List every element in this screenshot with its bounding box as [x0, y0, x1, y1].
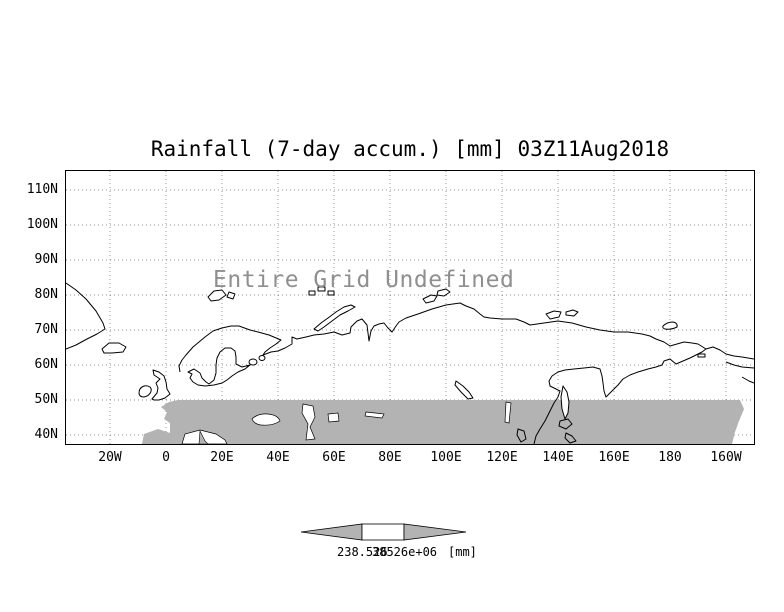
islands-new-siberian	[545, 309, 579, 320]
coastline-britain	[151, 369, 171, 401]
lake-balkhash	[364, 411, 385, 419]
aral-sea	[327, 412, 340, 423]
lon-tick-label: 160W	[710, 450, 742, 465]
lon-tick-label: 120E	[486, 450, 518, 465]
plot-title: Rainfall (7-day accum.) [mm] 03Z11Aug201…	[150, 137, 670, 161]
grid-lines	[66, 171, 754, 444]
island-wrangel	[662, 321, 678, 330]
colorbar-label-right: 38526e+06	[372, 545, 438, 559]
coastline-eurasia-north	[178, 302, 707, 444]
amur-inlet	[504, 401, 512, 424]
plot-frame	[65, 170, 755, 445]
islands-severnaya-zemlya	[422, 288, 451, 304]
lon-tick-label: 0	[162, 450, 170, 465]
lon-tick-label: 20E	[210, 450, 234, 465]
coastline-scandinavia-baltic	[187, 347, 251, 387]
lat-tick-label: 40N	[34, 427, 58, 442]
coastlines	[66, 282, 754, 444]
colorbar-label-left: 238.526	[337, 545, 388, 559]
lat-tick-label: 90N	[34, 252, 58, 267]
island-novaya-zemlya	[313, 304, 356, 332]
coastline-korea	[516, 428, 527, 443]
shaded-band	[142, 400, 744, 444]
lake-ladoga	[248, 358, 258, 366]
coastline-ireland	[138, 385, 152, 398]
island-svalbard	[207, 289, 236, 302]
islands-franz-josef-land	[308, 286, 335, 296]
lat-tick-label: 70N	[34, 322, 58, 337]
lon-tick-label: 180	[658, 450, 682, 465]
colorbar-left-arrow-icon	[300, 523, 363, 541]
colorbar-unit-label: [mm]	[448, 545, 477, 559]
lon-tick-label: 80E	[378, 450, 402, 465]
lon-tick-label: 100E	[430, 450, 462, 465]
lake-baikal	[454, 380, 474, 400]
lat-tick-label: 80N	[34, 287, 58, 302]
lon-tick-label: 160E	[598, 450, 630, 465]
coastline-iceland	[101, 342, 127, 354]
colorbar-right-arrow-icon	[403, 523, 467, 541]
grid-undefined-annotation: Entire Grid Undefined	[213, 267, 515, 293]
colorbar	[300, 523, 467, 541]
lat-tick-label: 110N	[26, 182, 58, 197]
lat-tick-label: 60N	[34, 357, 58, 372]
lon-tick-label: 40E	[266, 450, 290, 465]
shaded-band-west	[142, 429, 170, 444]
caspian-sea	[301, 403, 316, 441]
lake-onega	[258, 355, 266, 361]
lon-tick-label: 140E	[542, 450, 574, 465]
colorbar-mid-segment	[361, 523, 405, 541]
lon-tick-label: 60E	[322, 450, 346, 465]
mediterranean-sea	[181, 429, 228, 444]
lon-tick-label: 20W	[98, 450, 122, 465]
shaded-band-main	[161, 400, 744, 444]
black-sea	[251, 413, 281, 426]
map-plot-area	[66, 171, 754, 444]
lat-tick-label: 50N	[34, 392, 58, 407]
coastline-greenland	[66, 282, 106, 350]
italy-peninsula	[198, 429, 209, 444]
inland-seas	[181, 401, 512, 444]
island-sakhalin	[560, 385, 570, 420]
lat-tick-label: 100N	[26, 217, 58, 232]
coastline-alaska-bering	[697, 346, 754, 384]
islands-japan	[558, 418, 577, 444]
